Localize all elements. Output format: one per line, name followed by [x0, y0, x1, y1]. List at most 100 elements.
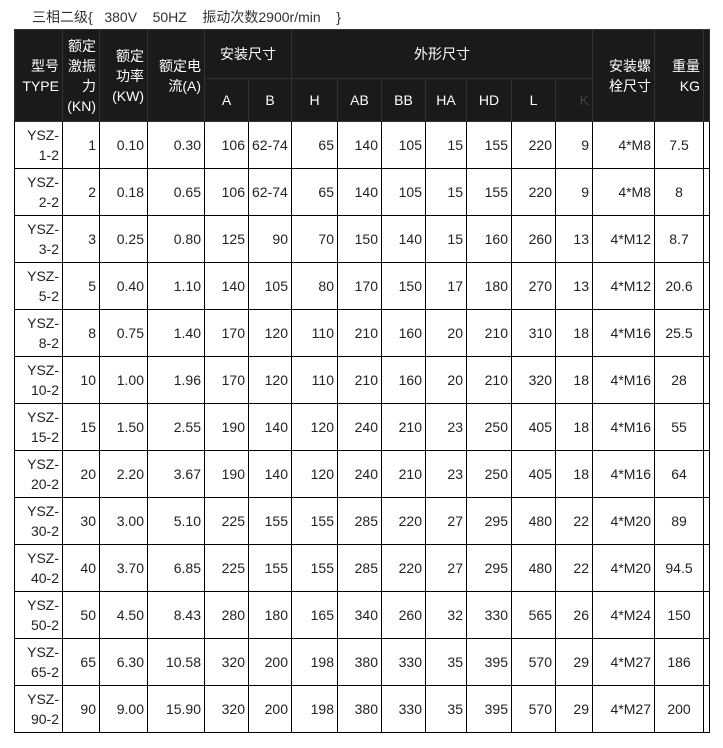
cell: 106	[204, 168, 249, 216]
header-l: L	[511, 78, 556, 122]
cell: 22	[555, 544, 593, 592]
header-a: A	[204, 78, 249, 122]
cell: 270	[511, 262, 556, 310]
cell: 220	[381, 497, 426, 545]
cell: 160	[381, 356, 426, 404]
cell: 23	[425, 403, 467, 451]
table-row: YSZ-40-2 40 3.70 6.85 225 155 155 285 220 27 295 48…	[14, 544, 710, 592]
cut-cell	[703, 591, 710, 639]
cell: 89	[654, 497, 704, 545]
cell: 4*M27	[592, 685, 655, 733]
cell: 285	[337, 544, 382, 592]
cell: 15	[62, 403, 100, 451]
cell: 140	[337, 168, 382, 216]
cell: 62-74	[248, 121, 292, 169]
cell: 4*M16	[592, 403, 655, 451]
cell: 155	[466, 168, 512, 216]
cell: 20	[425, 309, 467, 357]
cell: 170	[337, 262, 382, 310]
cell: 1.10	[147, 262, 205, 310]
header-hd: HD	[466, 78, 512, 122]
cut-cell	[703, 215, 710, 263]
cell: YSZ-30-2	[14, 497, 63, 545]
cell: 1.00	[99, 356, 148, 404]
cell: 4*M24	[592, 591, 655, 639]
spec-table: 型号TYPE 额定激振力(KN) 额定功率(KW) 额定电流(A) 安装尺寸 外…	[14, 29, 710, 733]
cell: 7.5	[654, 121, 704, 169]
cell: 64	[654, 450, 704, 498]
header-bolt: 安装螺栓尺寸	[592, 29, 655, 122]
cell: 380	[337, 638, 382, 686]
cell: 250	[466, 450, 512, 498]
cell: 25.5	[654, 309, 704, 357]
cell: 18	[555, 450, 593, 498]
cell: 4*M16	[592, 450, 655, 498]
cell: 4*M27	[592, 638, 655, 686]
cell: 0.40	[99, 262, 148, 310]
cell: 240	[337, 450, 382, 498]
cell: 4*M16	[592, 309, 655, 357]
cell: 35	[425, 685, 467, 733]
cell: 3	[62, 215, 100, 263]
cell: 1.50	[99, 403, 148, 451]
header-type: 型号TYPE	[14, 29, 63, 122]
cell: 20.6	[654, 262, 704, 310]
cell: 1.96	[147, 356, 205, 404]
cell: 0.30	[147, 121, 205, 169]
cell: 330	[381, 685, 426, 733]
cell: 210	[381, 403, 426, 451]
cell: 6.30	[99, 638, 148, 686]
cell: 30	[62, 497, 100, 545]
cell: 15.90	[147, 685, 205, 733]
header-h: H	[291, 78, 338, 122]
cell: 285	[337, 497, 382, 545]
cut-cell	[703, 356, 710, 404]
cell: 90	[62, 685, 100, 733]
cell: 13	[555, 262, 593, 310]
cell: 8	[62, 309, 100, 357]
table-row: YSZ-20-2 20 2.20 3.67 190 140 120 240 210 23 250 40…	[14, 450, 710, 498]
cell: 29	[555, 638, 593, 686]
cell: 1.40	[147, 309, 205, 357]
cell: 210	[337, 356, 382, 404]
cell: 4.50	[99, 591, 148, 639]
cell: 330	[381, 638, 426, 686]
cell: 198	[291, 685, 338, 733]
cell: 220	[381, 544, 426, 592]
cell: 4*M8	[592, 121, 655, 169]
table-row: YSZ-10-2 10 1.00 1.96 170 120 110 210 160 20 210 32…	[14, 356, 710, 404]
cell: YSZ-8-2	[14, 309, 63, 357]
cell: 295	[466, 497, 512, 545]
cell: 0.75	[99, 309, 148, 357]
cell: 3.67	[147, 450, 205, 498]
cell: 170	[204, 309, 249, 357]
header-weight: 重量KG	[654, 29, 704, 122]
cell: 320	[511, 356, 556, 404]
cell: 27	[425, 544, 467, 592]
table-row: YSZ-30-2 30 3.00 5.10 225 155 155 285 220 27 295 48…	[14, 497, 710, 545]
header-current: 额定电流(A)	[147, 29, 205, 122]
cell: 220	[511, 121, 556, 169]
cell: 105	[381, 168, 426, 216]
cell: YSZ-50-2	[14, 591, 63, 639]
cell: 20	[62, 450, 100, 498]
cell: 40	[62, 544, 100, 592]
cell: 9.00	[99, 685, 148, 733]
cell: 120	[248, 356, 292, 404]
cell: 35	[425, 638, 467, 686]
table-row: YSZ-15-2 15 1.50 2.55 190 140 120 240 210 23 250 40…	[14, 403, 710, 451]
cell: 210	[466, 356, 512, 404]
cell: 330	[466, 591, 512, 639]
cell: 295	[466, 544, 512, 592]
cell: 0.18	[99, 168, 148, 216]
table-caption: 三相二级{ 380V 50HZ 振动次数2900r/min }	[32, 9, 341, 25]
header-outline: 外形尺寸	[291, 29, 593, 79]
cell: 62-74	[248, 168, 292, 216]
cell: 4*M16	[592, 356, 655, 404]
cell: 320	[204, 638, 249, 686]
cell: 310	[511, 309, 556, 357]
cell: 180	[466, 262, 512, 310]
cell: 155	[291, 544, 338, 592]
cell: 28	[654, 356, 704, 404]
